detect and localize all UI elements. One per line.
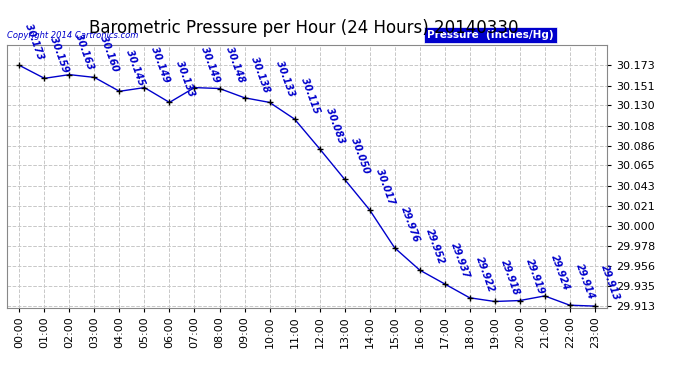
Text: Barometric Pressure per Hour (24 Hours) 20140330: Barometric Pressure per Hour (24 Hours) …	[89, 19, 518, 37]
Text: 30.133: 30.133	[274, 60, 296, 98]
Text: 30.173: 30.173	[23, 22, 46, 61]
Text: 30.138: 30.138	[248, 55, 271, 94]
Text: 29.976: 29.976	[399, 205, 421, 244]
Text: 29.914: 29.914	[574, 262, 596, 301]
Text: 30.115: 30.115	[299, 76, 321, 115]
Text: 30.017: 30.017	[374, 167, 396, 206]
Text: 30.149: 30.149	[199, 45, 221, 83]
Text: Copyright 2014 Cartronics.com: Copyright 2014 Cartronics.com	[7, 31, 138, 40]
Text: 29.918: 29.918	[499, 259, 521, 297]
Text: Pressure  (Inches/Hg): Pressure (Inches/Hg)	[427, 30, 554, 40]
Text: 29.913: 29.913	[599, 263, 621, 302]
Text: 29.937: 29.937	[448, 241, 471, 280]
Text: 29.952: 29.952	[424, 227, 446, 266]
Text: 29.922: 29.922	[474, 255, 496, 294]
Text: 30.050: 30.050	[348, 136, 371, 175]
Text: 30.160: 30.160	[99, 34, 121, 73]
Text: 30.148: 30.148	[224, 46, 246, 84]
Text: 29.919: 29.919	[524, 258, 546, 296]
Text: 30.163: 30.163	[74, 32, 96, 70]
Text: 29.924: 29.924	[549, 253, 571, 292]
Text: 30.149: 30.149	[148, 45, 171, 83]
Text: 30.083: 30.083	[324, 106, 346, 144]
Text: 30.145: 30.145	[124, 48, 146, 87]
Text: 30.133: 30.133	[174, 60, 196, 98]
Text: 30.159: 30.159	[48, 36, 71, 74]
